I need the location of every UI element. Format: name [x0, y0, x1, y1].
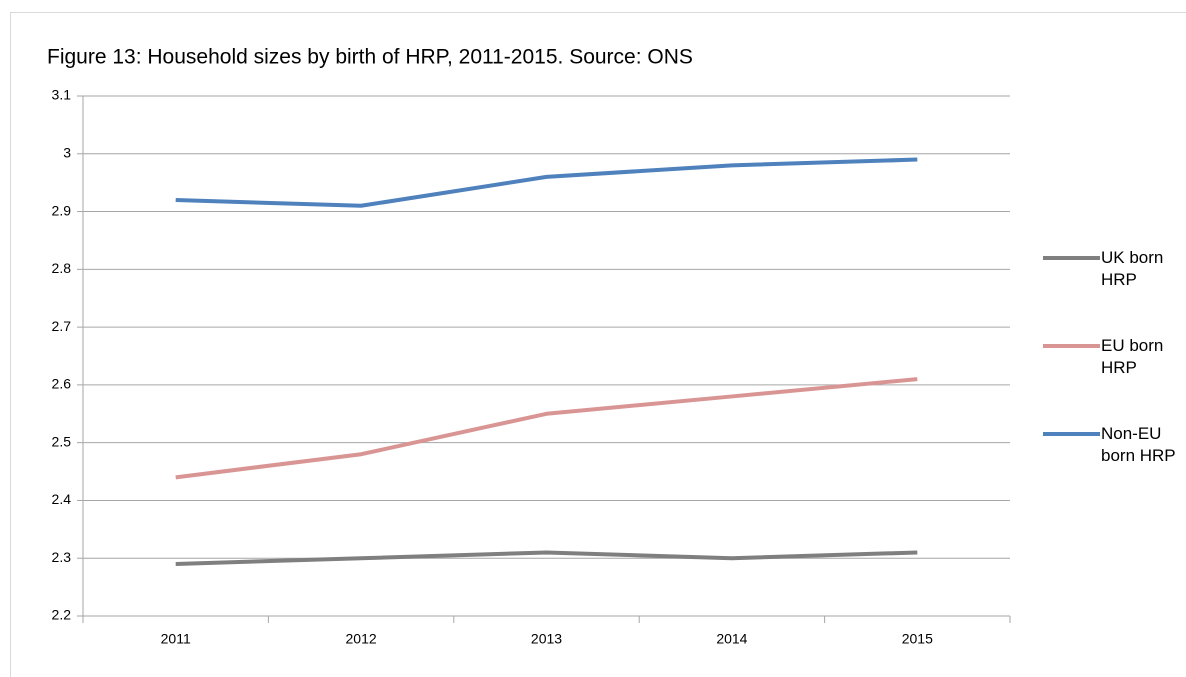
series-line	[175, 377, 918, 480]
legend-label: Non-EU born HRP	[1101, 424, 1176, 465]
y-tick-label: 2.6	[52, 376, 72, 392]
legend-label: UK born HRP	[1101, 248, 1164, 289]
series-line	[175, 550, 918, 566]
y-tick-label: 3	[63, 144, 71, 160]
x-tick-label: 2014	[716, 631, 747, 647]
y-tick-label: 2.4	[52, 491, 72, 507]
x-tick-label: 2012	[346, 631, 377, 647]
y-tick-label: 2.9	[52, 202, 72, 218]
y-tick-label: 2.5	[52, 433, 72, 449]
y-tick-label: 3.1	[52, 87, 72, 103]
y-tick-label: 2.3	[52, 549, 72, 565]
y-tick-label: 2.7	[52, 318, 72, 334]
y-tick-label: 2.2	[52, 607, 72, 623]
x-tick-label: 2013	[531, 631, 562, 647]
x-tick-label: 2015	[902, 631, 933, 647]
chart-title: Figure 13: Household sizes by birth of H…	[47, 46, 693, 69]
chart-frame	[10, 12, 1186, 677]
legend-label: EU born HRP	[1101, 336, 1164, 377]
x-tick-label: 2011	[161, 631, 191, 647]
series-line	[175, 157, 918, 208]
y-tick-label: 2.8	[52, 260, 72, 276]
